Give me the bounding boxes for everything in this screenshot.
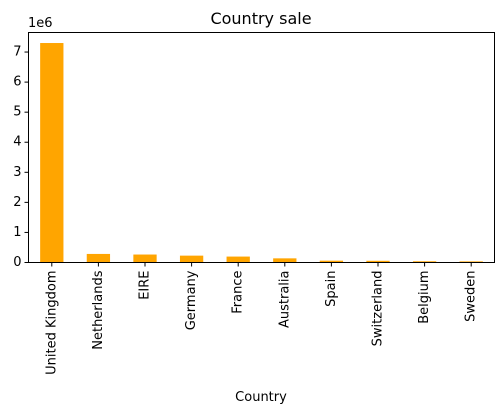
bar-eire bbox=[133, 254, 157, 263]
bar-sweden bbox=[459, 261, 483, 263]
bar-switzerland bbox=[366, 260, 390, 263]
x-tick-label: Belgium bbox=[417, 271, 432, 324]
bars-group bbox=[40, 43, 483, 263]
y-axis: 0 1 2 3 4 5 6 7 bbox=[13, 45, 29, 270]
y-tick-label: 2 bbox=[13, 195, 21, 210]
bar-netherlands bbox=[86, 253, 111, 263]
x-axis-label: Country bbox=[235, 390, 287, 405]
x-tick-label: Sweden bbox=[464, 271, 479, 322]
bar-australia bbox=[273, 258, 297, 263]
y-tick-label: 4 bbox=[13, 135, 21, 150]
bar-united-kingdom bbox=[40, 43, 64, 263]
x-tick-label: France bbox=[231, 271, 246, 314]
x-tick-label: Netherlands bbox=[91, 270, 106, 349]
x-tick-label: Australia bbox=[277, 271, 292, 329]
y-tick-label: 1 bbox=[13, 225, 21, 240]
y-tick-label: 3 bbox=[13, 165, 21, 180]
x-tick-label: Switzerland bbox=[371, 271, 386, 347]
plot-frame bbox=[28, 32, 495, 263]
bar-germany bbox=[179, 255, 204, 263]
x-tick-label: Germany bbox=[184, 270, 199, 330]
x-axis: United Kingdom Netherlands EIRE Germany Fran… bbox=[44, 262, 479, 375]
y-tick-label: 6 bbox=[13, 75, 21, 90]
chart-title: Country sale bbox=[210, 9, 311, 28]
x-tick-label: EIRE bbox=[138, 271, 153, 300]
y-tick-label: 0 bbox=[13, 255, 21, 270]
bar-spain bbox=[319, 260, 344, 263]
bar-france bbox=[226, 256, 250, 263]
bar-belgium bbox=[412, 261, 437, 263]
x-tick-label: United Kingdom bbox=[44, 271, 59, 375]
y-tick-label: 5 bbox=[13, 105, 21, 120]
y-axis-offset-label: 1e6 bbox=[28, 16, 53, 31]
x-tick-label: Spain bbox=[324, 271, 339, 307]
y-tick-label: 7 bbox=[13, 45, 21, 60]
